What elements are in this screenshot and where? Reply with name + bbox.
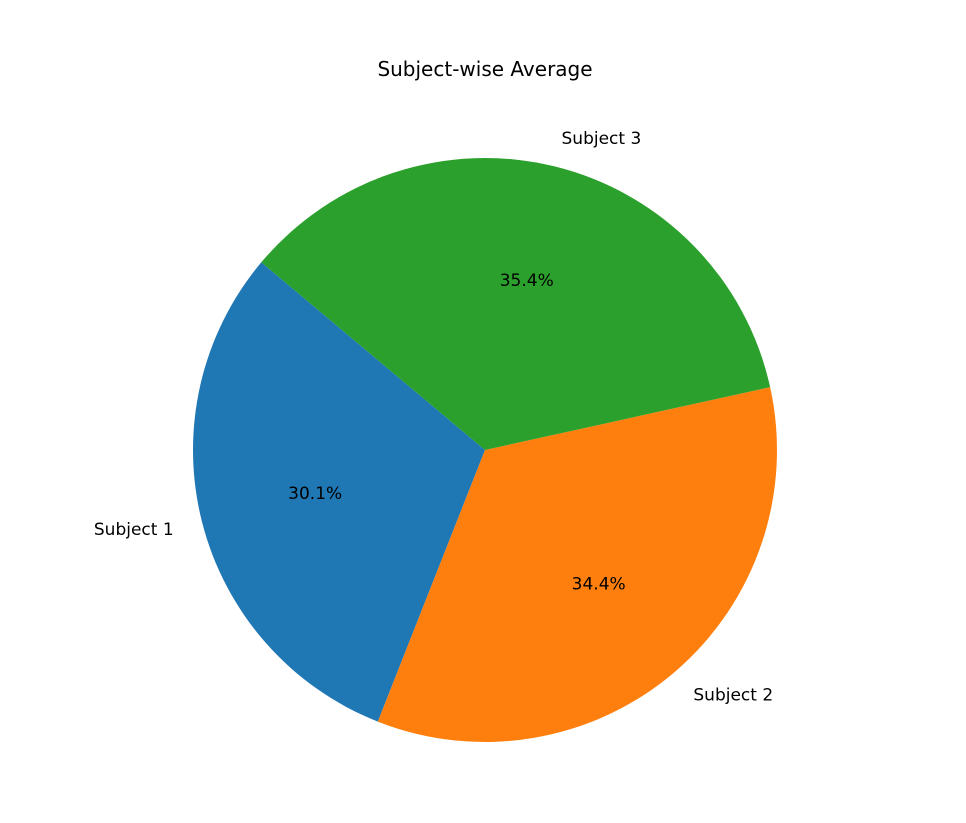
pie-slices bbox=[193, 158, 777, 742]
pie-slice-3 bbox=[261, 158, 771, 450]
pie-slice-2-label: Subject 2 bbox=[693, 685, 773, 705]
pie-slice-1-label: Subject 1 bbox=[94, 520, 174, 540]
pie-slice-1 bbox=[193, 262, 485, 722]
pie-slice-2-percent: 34.4% bbox=[572, 574, 626, 594]
pie-labels: 30.1% Subject 1 34.4% Subject 2 35.4% Subject… bbox=[94, 129, 773, 705]
pie-slice-3-label: Subject 3 bbox=[562, 129, 642, 149]
pie-slice-2 bbox=[377, 387, 777, 742]
pie-slice-3-percent: 35.4% bbox=[500, 271, 554, 291]
chart-title: Subject-wise Average bbox=[377, 57, 592, 81]
pie-slice-1-percent: 30.1% bbox=[288, 484, 342, 504]
